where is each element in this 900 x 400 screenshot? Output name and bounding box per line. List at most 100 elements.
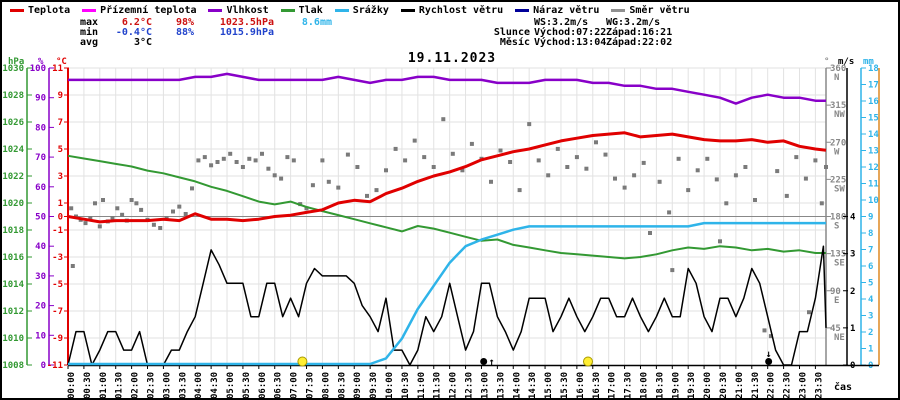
wind-direction-compass-label: SW (834, 184, 845, 194)
humidity-tick-label: 50 (35, 213, 46, 223)
wind-direction-tick-label: 90 (830, 287, 841, 297)
wind-direction-dot (555, 146, 560, 151)
wind-direction-compass-label: W (834, 147, 840, 157)
wind-direction-dot (202, 155, 207, 160)
wind-direction-dot (355, 165, 360, 169)
time-tick-label: 07:30 (306, 372, 316, 399)
wind-direction-dot (565, 165, 570, 169)
moon-row: Měsíc Východ:13:04 Západ:22:02 (490, 38, 678, 48)
wind-direction-dot (190, 186, 194, 191)
time-tick-label: 06:30 (274, 372, 284, 399)
humidity-tick-label: 80 (35, 123, 46, 133)
wind-direction-dot (304, 206, 309, 211)
legend-label: Srážky (352, 5, 389, 16)
time-tick-label-group: 04:00 (194, 372, 204, 398)
wind-direction-dot (632, 173, 637, 178)
time-tick-label-group: 01:30 (115, 372, 125, 399)
wind-direction-tick-label: 315 (830, 101, 846, 111)
rain-tick-label: 9 (868, 213, 873, 223)
time-tick-label-group: 01:00 (99, 372, 109, 398)
time-tick-label-group: 16:00 (576, 372, 586, 398)
wind-direction-dot (326, 179, 331, 184)
stats-avg-label: avg (80, 37, 99, 48)
moonset-time: Západ:22:02 (606, 37, 673, 48)
time-tick-label: 11:00 (417, 372, 427, 399)
time-tick-label: 10:30 (401, 372, 411, 399)
wind-direction-dot (158, 226, 163, 230)
wind-direction-dot (613, 176, 617, 181)
time-tick-label-group: 21:30 (751, 372, 761, 398)
legend-label: Vlhkost (226, 5, 269, 16)
wind-direction-dot (240, 165, 245, 169)
legend-item-3: Tlak (280, 5, 323, 16)
time-tick-label: 20:30 (719, 372, 729, 399)
temperature-tick-label: 7 (58, 118, 63, 128)
legend-item-1: Přízemní teplota (82, 5, 196, 16)
wind-direction-dot (412, 138, 417, 143)
humidity-tick-label: 30 (35, 272, 46, 282)
stats-summary: max 6.2°C 98% 1023.5hPa 8.6mm min -0.4°C… (80, 18, 332, 48)
stats-max-label: max (80, 17, 99, 28)
time-tick-label: 01:30 (115, 372, 125, 399)
rain-tick-label: 3 (868, 312, 873, 322)
time-tick-label-group: 20:30 (719, 372, 729, 399)
stats-max-rain: 8.6mm (301, 17, 332, 28)
wind-direction-dot (134, 201, 139, 206)
wind-direction-dot (648, 231, 652, 235)
wind-direction-tick-label: 225 (830, 175, 846, 185)
wind-direction-dot (120, 212, 125, 217)
time-tick-label: 02:00 (131, 372, 141, 399)
time-tick-label-group: 11:30 (433, 372, 443, 399)
rain-line (68, 221, 826, 366)
rain-tick-label: 13 (868, 147, 879, 157)
humidity-tick-label: 40 (35, 242, 46, 252)
time-tick-label: 08:00 (321, 372, 331, 399)
legend-item-0: Teplota (10, 5, 70, 16)
time-tick-label: 19:30 (687, 372, 697, 399)
legend-color-dash (280, 9, 295, 12)
time-tick-label: 09:00 (353, 372, 363, 399)
stats-max-temp: 6.2°C (121, 17, 152, 28)
time-tick-label: 09:30 (369, 372, 379, 399)
wind-direction-dot (574, 155, 579, 160)
time-tick-label: 17:00 (608, 372, 618, 399)
time-tick-label-group: 06:00 (258, 372, 268, 398)
legend-label: Teplota (28, 5, 71, 16)
time-tick-label: 05:00 (226, 372, 236, 399)
pressure-tick-label: 1024 (2, 145, 24, 155)
time-tick-label: 07:00 (290, 372, 300, 399)
time-tick-label-group: 05:00 (226, 372, 236, 399)
wind-direction-dot (762, 328, 767, 333)
time-tick-label-group: 20:00 (703, 372, 713, 398)
time-tick-label: 19:00 (671, 372, 681, 399)
wind-direction-compass-label: SE (834, 259, 845, 269)
rain-tick-label: 1 (868, 345, 873, 355)
time-tick-label-group: 07:30 (306, 372, 316, 399)
wind-direction-dot (247, 156, 252, 161)
stats-max-humidity: 98% (175, 17, 194, 28)
legend-color-dash (515, 9, 530, 12)
wind-direction-dot (536, 158, 541, 163)
time-tick-label: 11:30 (433, 372, 443, 399)
time-tick-label-group: 00:00 (67, 372, 77, 398)
legend-item-6: Náraz větru (515, 5, 599, 16)
wind-direction-dot (129, 198, 134, 202)
time-tick-label: 03:00 (162, 372, 172, 399)
time-tick-label-group: 09:00 (353, 372, 363, 399)
wind-direction-dot (450, 151, 455, 156)
legend-item-7: Směr větru (611, 5, 690, 16)
humidity-tick-label: 60 (35, 183, 46, 193)
temperature-line (67, 131, 827, 224)
wind-direction-compass-label: S (834, 222, 839, 232)
time-tick-label-group: 11:00 (417, 372, 427, 399)
wind-direction-dot (272, 173, 277, 178)
rain-tick-label: 10 (868, 196, 879, 206)
wind-direction-dot (670, 268, 675, 273)
wind-direction-dot (657, 179, 662, 184)
wind-speed-line (67, 245, 827, 366)
legend-label: Směr větru (629, 5, 690, 16)
time-tick-label: 13:00 (480, 372, 490, 399)
wind-direction-dot (83, 221, 88, 226)
temperature-tick-label: -5 (52, 280, 63, 290)
